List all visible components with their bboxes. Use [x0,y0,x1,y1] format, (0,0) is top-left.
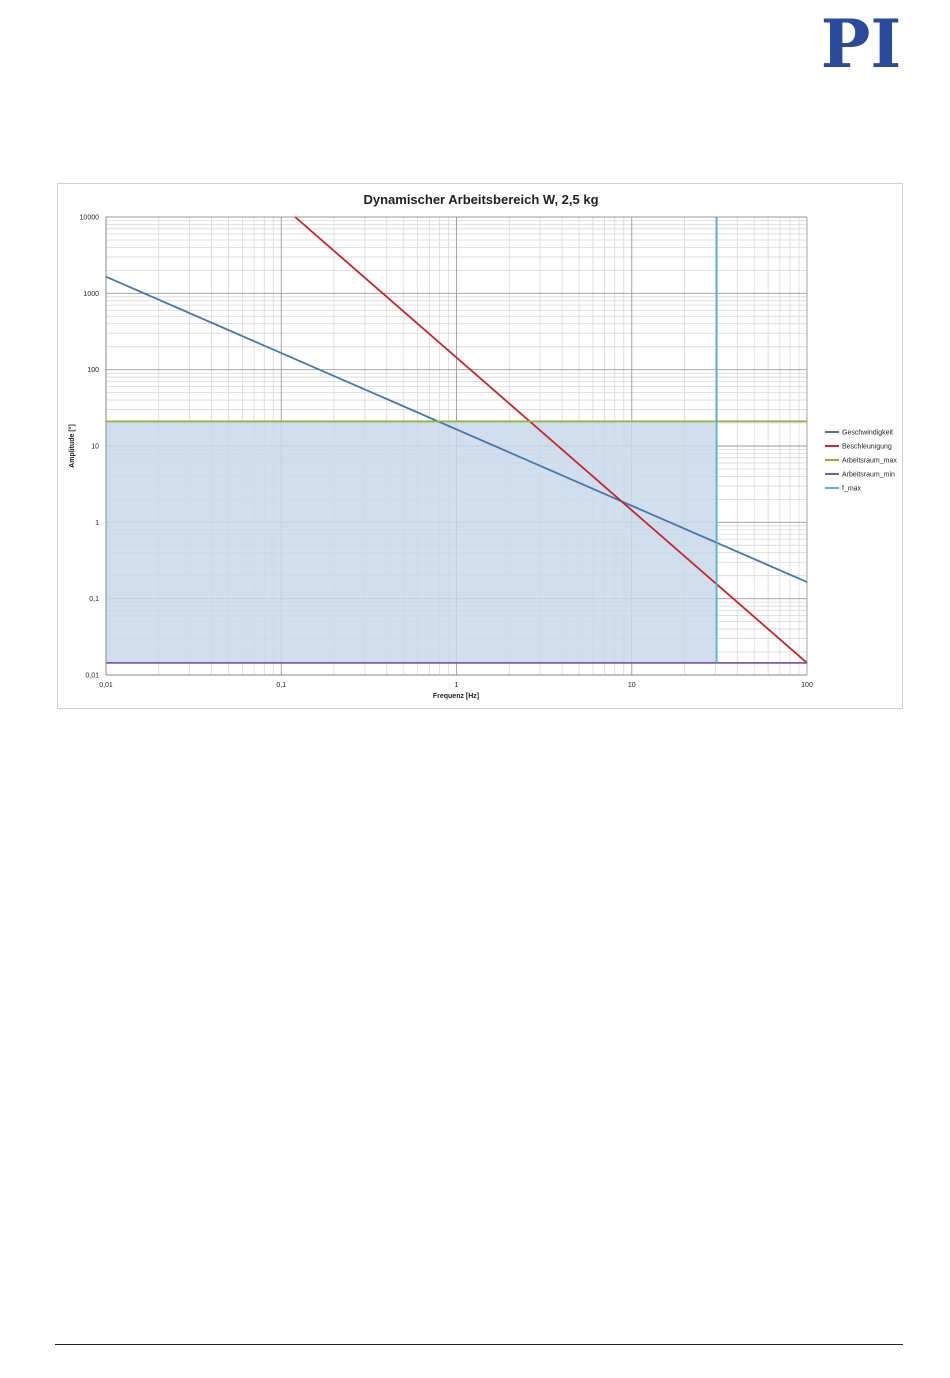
axis-layer [105,217,807,676]
series-line-beschleunigung [294,216,808,664]
y-tick-label: 1000 [83,291,99,298]
chart: Dynamischer Arbeitsbereich W, 2,5 kg 0,0… [68,192,897,700]
series-layer [105,216,808,664]
y-tick-label: 1 [95,520,99,527]
footer-divider [55,1344,903,1345]
legend-label: Beschleunigung [842,444,892,451]
chart-title: Dynamischer Arbeitsbereich W, 2,5 kg [363,192,598,207]
y-axis-label: Amplitude [°] [68,424,76,468]
y-tick-label: 100 [87,367,99,374]
legend-label: Arbeitsraum_max [842,458,897,465]
legend: Geschwindigkeit Beschleunigung Arbeitsraum… [825,430,897,493]
shaded-region-layer [106,421,717,663]
legend-label: f_max [842,486,862,493]
y-tick-label: 10 [91,444,99,451]
pi-logo: PI [821,15,902,71]
y-tick-label: 0,01 [85,673,99,680]
x-tick-label: 100 [801,682,813,689]
pi-logo-text: PI [821,15,902,71]
x-tick-label: 0,1 [276,682,286,689]
legend-label: Geschwindigkeit [842,430,893,437]
legend-label: Arbeitsraum_min [842,472,895,479]
x-axis-label: Frequenz [Hz] [433,693,479,700]
tick-label-layer: 0,01 0,1 1 10 100 0,01 0,1 1 10 100 1000 10000 [80,215,813,690]
chart-container: Dynamischer Arbeitsbereich W, 2,5 kg 0,0… [57,183,903,709]
series-line-geschwindigkeit [105,275,808,583]
y-tick-label: 0,1 [89,596,99,603]
x-tick-label: 0,01 [99,682,113,689]
working-range-area [106,421,717,663]
y-tick-label: 10000 [80,215,100,222]
x-tick-label: 1 [455,682,459,689]
x-tick-label: 10 [628,682,636,689]
